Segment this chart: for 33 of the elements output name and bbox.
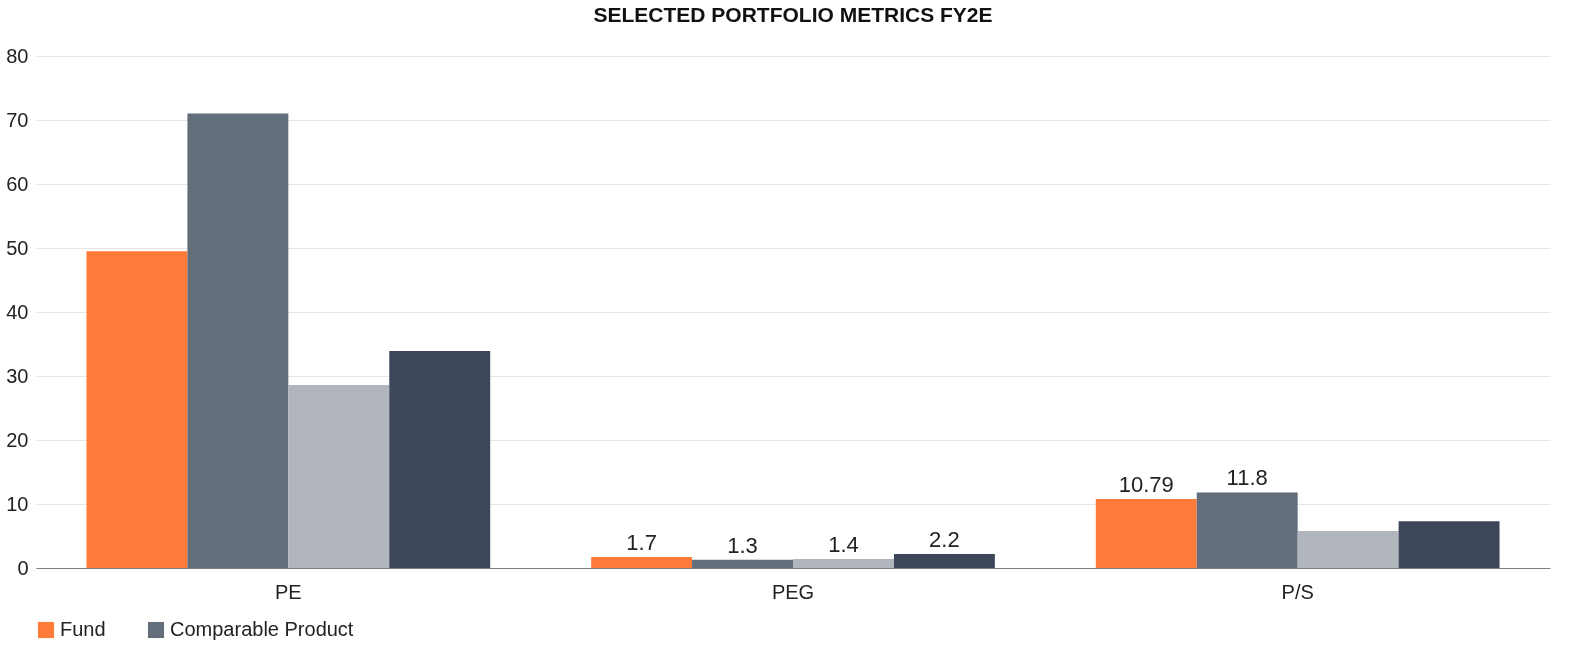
bar: [793, 559, 894, 568]
y-tick-label: 30: [6, 364, 29, 387]
y-tick-label: 10: [6, 492, 29, 515]
x-tick-label: PEG: [771, 580, 815, 603]
bar: [86, 251, 188, 568]
data-label: 1.3: [727, 532, 758, 558]
y-tick-label: 40: [6, 300, 29, 323]
y-tick-label: 60: [6, 172, 29, 195]
bar: [288, 384, 390, 568]
y-tick-label: 70: [6, 108, 29, 131]
bar: [591, 557, 693, 568]
legend-label: Comparable Product: [170, 618, 354, 640]
y-tick-label: 0: [17, 556, 29, 579]
chart-title: SELECTED PORTFOLIO METRICS FY2E: [593, 3, 993, 26]
bar: [692, 559, 793, 568]
bar: [1095, 498, 1197, 568]
data-label: 1.4: [828, 532, 859, 558]
bar: [187, 113, 289, 568]
legend-label: Fund: [60, 618, 106, 640]
bar: [1297, 530, 1399, 568]
bar: [1196, 492, 1298, 568]
data-label: 2.2: [929, 526, 960, 552]
y-tick-label: 20: [6, 428, 29, 451]
bar: [389, 351, 491, 568]
bar: [1398, 521, 1500, 568]
y-tick-label: 50: [6, 236, 29, 259]
bar: [893, 553, 995, 568]
x-tick-label: PE: [274, 580, 302, 603]
y-tick-label: 80: [6, 44, 29, 67]
data-label: 11.8: [1226, 465, 1268, 491]
data-label: 1.7: [626, 530, 657, 556]
x-tick-label: P/S: [1281, 580, 1314, 603]
data-label: 10.79: [1118, 471, 1174, 497]
